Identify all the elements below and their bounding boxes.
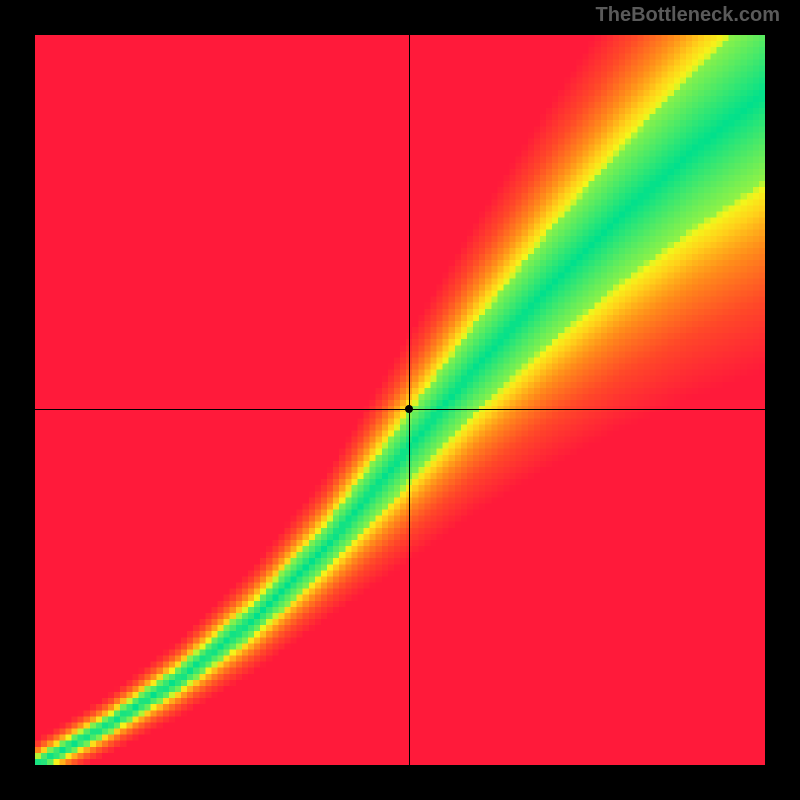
heatmap-canvas xyxy=(35,35,765,765)
crosshair-vertical xyxy=(409,35,410,765)
crosshair-marker xyxy=(405,405,413,413)
heatmap-plot xyxy=(35,35,765,765)
crosshair-horizontal xyxy=(35,409,765,410)
watermark-text: TheBottleneck.com xyxy=(596,4,780,27)
